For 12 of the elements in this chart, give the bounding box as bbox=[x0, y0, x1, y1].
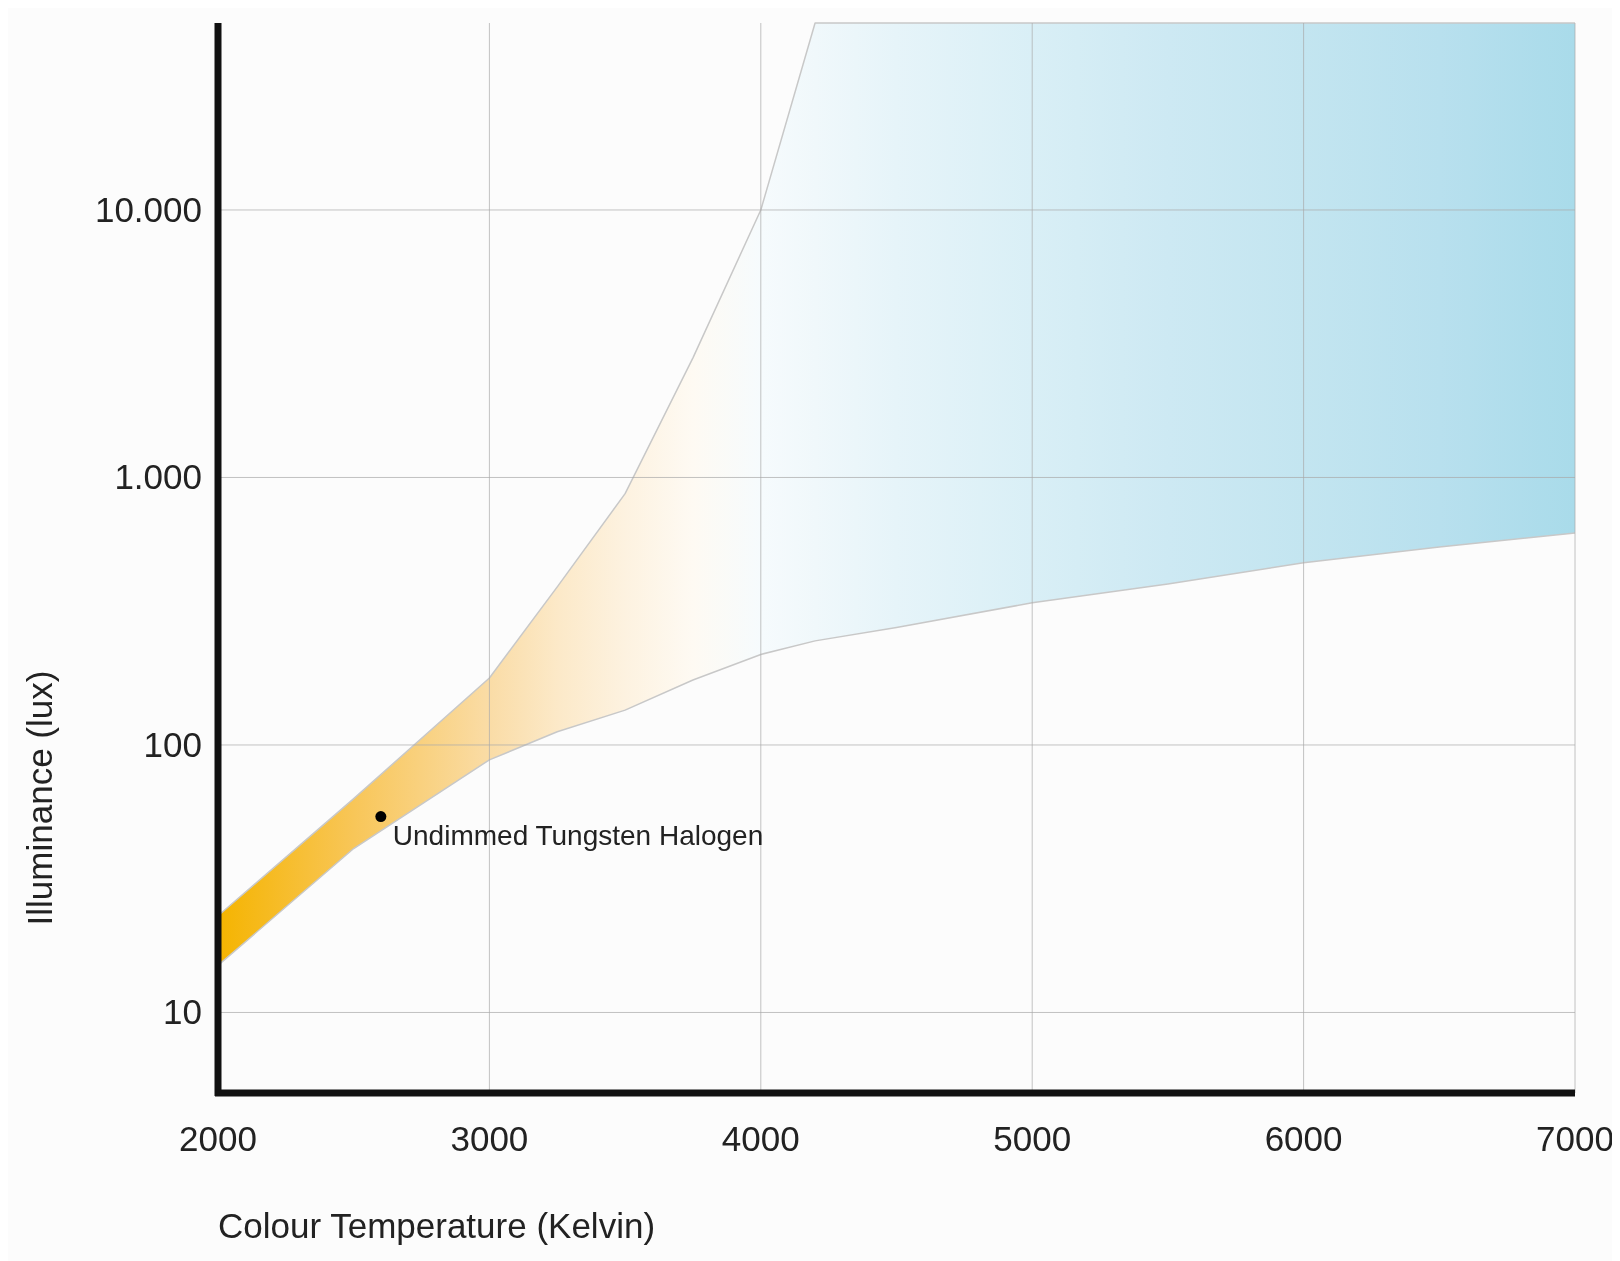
y-tick-label: 1.000 bbox=[114, 457, 202, 497]
x-tick-label: 3000 bbox=[450, 1119, 529, 1158]
x-tick-label: 4000 bbox=[721, 1119, 800, 1158]
x-tick-label: 5000 bbox=[993, 1119, 1072, 1158]
y-tick-label: 100 bbox=[143, 724, 202, 764]
y-tick-label: 10.000 bbox=[94, 189, 202, 229]
x-tick-label: 2000 bbox=[179, 1119, 257, 1158]
y-tick-label: 10 bbox=[163, 992, 202, 1032]
annotation: Undimmed Tungsten Halogen bbox=[392, 819, 764, 851]
x-axis-title: Colour Temperature (Kelvin) bbox=[218, 1206, 656, 1245]
y-axis-title: Illuminance (lux) bbox=[20, 670, 59, 926]
x-tick-label: 6000 bbox=[1264, 1119, 1343, 1158]
